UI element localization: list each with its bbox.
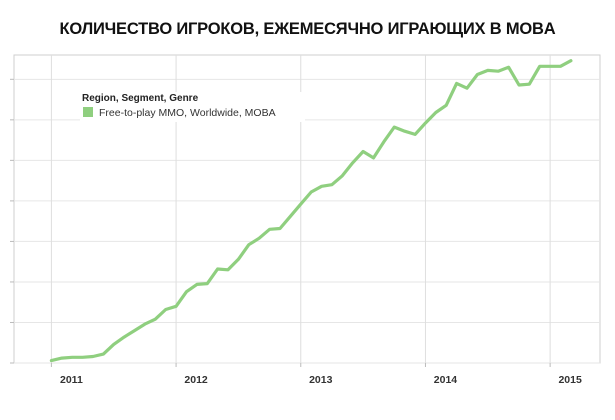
chart-title: КОЛИЧЕСТВО ИГРОКОВ, ЕЖЕМЕСЯЧНО ИГРАЮЩИХ … [59, 20, 556, 38]
x-tick-label: 2011 [60, 374, 83, 386]
legend-background [80, 92, 305, 122]
x-tick-label: 2012 [184, 374, 208, 386]
series-layer [49, 59, 573, 363]
legend: Region, Segment, Genre Free-to-play MMO,… [80, 92, 305, 122]
x-tick-label: 2013 [309, 374, 333, 386]
legend-swatch [83, 107, 93, 117]
legend-series-label: Free-to-play MMO, Worldwide, MOBA [99, 107, 276, 119]
x-axis-ticks: 2011 2012 2013 2014 2015 [50, 363, 582, 386]
legend-title: Region, Segment, Genre [82, 93, 199, 104]
series-line [49, 59, 573, 363]
grid-lines [10, 54, 601, 364]
x-tick-label: 2014 [434, 374, 458, 386]
x-tick-label: 2015 [558, 374, 582, 386]
